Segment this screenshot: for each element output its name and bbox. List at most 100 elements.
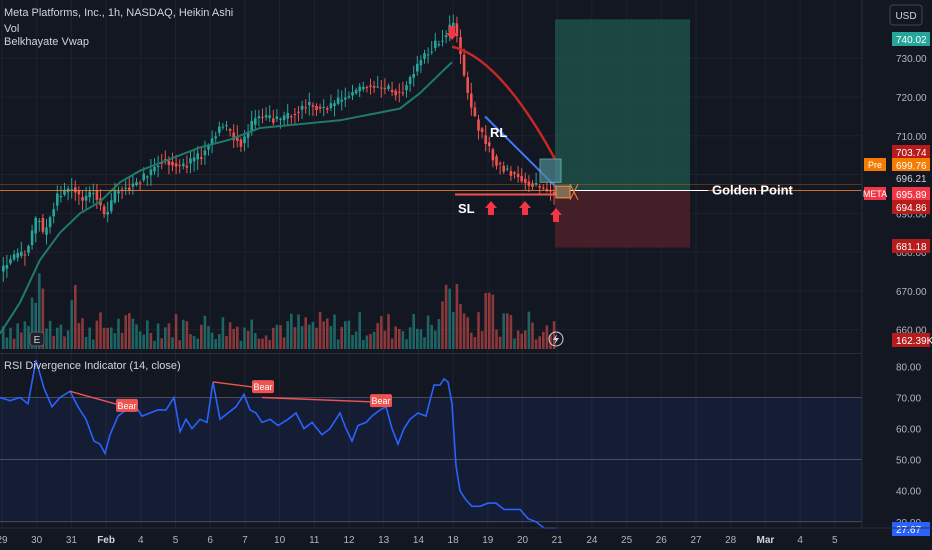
currency-button[interactable]	[889, 4, 923, 26]
candle-body[interactable]	[88, 191, 91, 198]
candle-body[interactable]	[423, 53, 426, 59]
candle-body[interactable]	[30, 230, 34, 246]
pane-divider[interactable]	[0, 353, 932, 354]
candle-body[interactable]	[221, 126, 225, 128]
price-tag-target[interactable]: 740.02	[896, 35, 927, 46]
candle-body[interactable]	[146, 176, 149, 178]
candle-body[interactable]	[488, 142, 491, 147]
candle-body[interactable]	[56, 193, 59, 206]
candle-body[interactable]	[45, 227, 48, 235]
candle-body[interactable]	[41, 218, 45, 232]
candle-body[interactable]	[95, 190, 99, 200]
candle-body[interactable]	[462, 54, 466, 76]
candle-body[interactable]	[59, 195, 63, 198]
candle-body[interactable]	[372, 86, 376, 88]
candle-body[interactable]	[452, 22, 455, 28]
candle-body[interactable]	[340, 99, 343, 102]
candle-body[interactable]	[416, 63, 419, 72]
decay-curve[interactable]	[451, 45, 557, 160]
candle-body[interactable]	[171, 161, 174, 166]
candle-body[interactable]	[401, 92, 405, 94]
candle-body[interactable]	[135, 182, 138, 186]
candle-body[interactable]	[473, 107, 477, 116]
drawings[interactable]: RL SL Golden Point E	[0, 26, 862, 347]
candle-body[interactable]	[520, 175, 523, 182]
candle-body[interactable]	[128, 187, 131, 190]
candle-body[interactable]	[516, 173, 520, 177]
candle-body[interactable]	[498, 163, 502, 165]
candle-body[interactable]	[434, 40, 437, 49]
candle-body[interactable]	[369, 85, 372, 87]
candle-body[interactable]	[308, 101, 311, 106]
candle-body[interactable]	[408, 77, 412, 85]
candle-body[interactable]	[412, 74, 415, 78]
candle-body[interactable]	[365, 87, 369, 89]
candle-body[interactable]	[272, 118, 275, 123]
candle-body[interactable]	[196, 153, 199, 160]
bolt-icon[interactable]	[548, 331, 564, 347]
candle-body[interactable]	[81, 197, 84, 201]
candle-body[interactable]	[304, 107, 307, 109]
candle-body[interactable]	[124, 187, 127, 189]
candle-body[interactable]	[315, 106, 318, 111]
candle-body[interactable]	[444, 35, 448, 38]
candle-body[interactable]	[156, 165, 160, 168]
candle-body[interactable]	[214, 136, 217, 139]
candle-body[interactable]	[542, 187, 545, 189]
highlight-box-upper[interactable]	[539, 158, 562, 183]
candle-body[interactable]	[153, 166, 156, 172]
candle-body[interactable]	[164, 159, 167, 161]
candle-body[interactable]	[77, 190, 81, 195]
candle-body[interactable]	[246, 131, 250, 138]
candle-body[interactable]	[52, 209, 55, 217]
rsi-last-tag[interactable]: 27.67	[896, 525, 921, 536]
candle-body[interactable]	[311, 105, 315, 107]
candle-body[interactable]	[300, 105, 304, 110]
candle-body[interactable]	[495, 156, 498, 166]
candle-body[interactable]	[106, 211, 109, 215]
candle-body[interactable]	[178, 164, 181, 166]
price-tag-level[interactable]: 681.18	[896, 242, 927, 253]
low-arrow-up-1[interactable]	[485, 201, 497, 215]
price-axis[interactable]: 660.00670.00680.00690.00700.00710.00720.…	[861, 0, 932, 537]
candle-body[interactable]	[491, 149, 495, 161]
candle-body[interactable]	[286, 112, 289, 119]
candle-body[interactable]	[466, 77, 469, 93]
candle-body[interactable]	[5, 265, 9, 269]
candle-body[interactable]	[480, 128, 484, 132]
candle-body[interactable]	[387, 85, 390, 89]
candle-body[interactable]	[174, 163, 178, 167]
candle-body[interactable]	[344, 97, 347, 100]
candle-body[interactable]	[268, 115, 271, 118]
candle-body[interactable]	[38, 220, 41, 222]
candle-body[interactable]	[203, 150, 207, 156]
candle-body[interactable]	[185, 165, 189, 168]
candle-body[interactable]	[236, 136, 239, 141]
candle-body[interactable]	[534, 182, 538, 185]
candle-body[interactable]	[477, 119, 480, 131]
candle-body[interactable]	[239, 139, 243, 147]
price-tag-level[interactable]: 703.74	[896, 148, 927, 159]
candle-body[interactable]	[524, 178, 527, 184]
candle-body[interactable]	[264, 115, 268, 118]
candle-body[interactable]	[513, 172, 516, 174]
candle-body[interactable]	[84, 195, 88, 201]
candle-body[interactable]	[182, 163, 185, 167]
candle-body[interactable]	[297, 111, 300, 113]
candle-body[interactable]	[142, 173, 145, 181]
candle-body[interactable]	[131, 183, 135, 187]
candle-body[interactable]	[318, 106, 322, 109]
candle-body[interactable]	[358, 86, 361, 92]
candle-body[interactable]	[232, 132, 235, 141]
candle-body[interactable]	[383, 88, 387, 90]
candle-body[interactable]	[70, 188, 73, 190]
candle-body[interactable]	[336, 97, 340, 104]
price-tag-pre[interactable]: 699.76	[896, 161, 927, 172]
candle-body[interactable]	[23, 254, 27, 256]
candle-body[interactable]	[113, 190, 117, 203]
price-tag-level[interactable]: 694.86	[896, 203, 927, 214]
candle-body[interactable]	[430, 51, 433, 53]
candle-body[interactable]	[74, 187, 77, 193]
candle-body[interactable]	[9, 259, 12, 264]
low-arrow-up-2[interactable]	[519, 201, 531, 215]
